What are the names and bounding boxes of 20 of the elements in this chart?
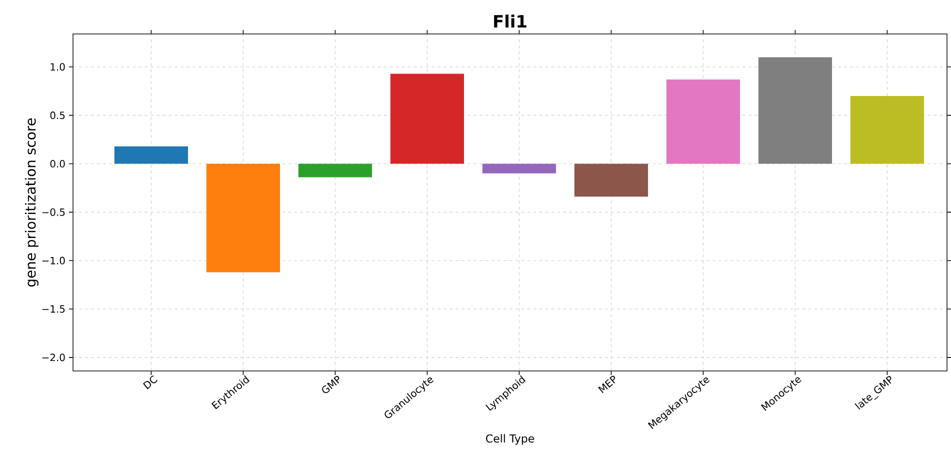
bar [206,164,280,272]
y-tick-label: −1.0 [42,256,65,264]
y-tick-label: 1.0 [50,63,65,71]
y-tick-label: 0.0 [50,160,65,168]
bar [758,57,832,164]
chart-title: Fli1 [494,14,526,28]
bar [482,164,556,174]
y-tick-label: −0.5 [42,208,65,216]
bar [390,74,464,164]
x-tick-label: DC [142,376,158,390]
bar [850,96,924,164]
bar [666,80,740,164]
x-axis-title: Cell Type [486,434,534,445]
y-tick-label: 0.5 [50,112,65,120]
bar [574,164,648,197]
bar [298,164,372,178]
bar [114,146,188,164]
y-tick-label: −2.0 [42,354,65,362]
y-axis-title: gene prioritization score [24,118,38,287]
y-tick-label: −1.5 [42,305,65,313]
